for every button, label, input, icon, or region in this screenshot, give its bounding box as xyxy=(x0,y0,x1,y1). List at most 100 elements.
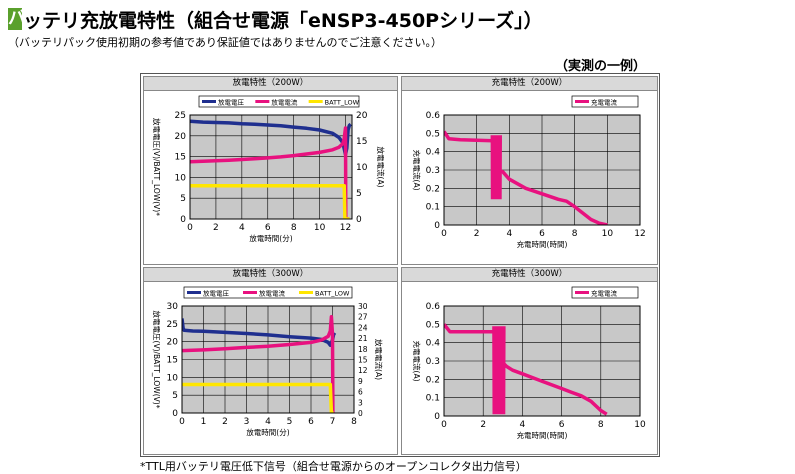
y-tick-label: 30 xyxy=(167,302,179,312)
x-tick-label: 10 xyxy=(634,420,646,430)
footnote: *TTL用バッテリ電圧低下信号（組合せ電源からのオープンコレクタ出力信号） xyxy=(140,460,527,473)
y2-axis-label: 放電電流(A) xyxy=(374,339,384,380)
charts-frame: 放電特性（200W） 0 2 4 6 8 10 12 0 5 10 15 20 25 0 5 10 15 20 放電… xyxy=(140,73,660,457)
series-line-legend-batt-low xyxy=(182,382,334,413)
legend-current: 放電電流 xyxy=(271,98,298,107)
panel-title: 放電特性（200W） xyxy=(144,77,397,91)
y-tick-label: 0.3 xyxy=(426,357,440,367)
y2-tick-label: 15 xyxy=(358,356,368,365)
x-tick-label: 0 xyxy=(187,223,193,233)
legend-batt-low: BATT_LOW xyxy=(315,290,350,298)
y-tick-label: 5 xyxy=(172,391,178,401)
panel-discharge-300w: 放電特性（300W） 0 1 2 3 4 5 6 7 8 0 5 10 15 20 25 30 0 3 6 9 12 15… xyxy=(143,267,398,455)
x-tick-label: 0 xyxy=(441,420,447,430)
series-line-legend-current xyxy=(182,314,335,413)
x-tick-label: 2 xyxy=(222,417,228,427)
y2-tick-label: 10 xyxy=(356,163,368,173)
panel-discharge-200w: 放電特性（200W） 0 2 4 6 8 10 12 0 5 10 15 20 25 0 5 10 15 20 放電… xyxy=(143,76,398,265)
y-tick-label: 0.4 xyxy=(426,339,441,349)
title-text: ッテリ充放電特性（組合せ電源「eNSP3-450Pシリーズ」） xyxy=(23,9,543,32)
y-tick-label: 0 xyxy=(180,215,186,225)
legend-box xyxy=(183,286,353,299)
series-line-legend-charge-current xyxy=(444,130,608,225)
x-tick-label: 2 xyxy=(480,420,486,430)
y-tick-label: 15 xyxy=(167,356,178,366)
panel-title: 充電特性（200W） xyxy=(402,77,657,91)
legend-batt-low: BATT_LOW xyxy=(325,99,360,107)
x-tick-label: 8 xyxy=(351,417,357,427)
y-axis-label: 充電電流(A) xyxy=(412,150,422,191)
x-tick-label: 6 xyxy=(308,417,314,427)
y-tick-label: 0 xyxy=(434,221,440,231)
series-noise-band xyxy=(492,326,506,415)
x-axis-label: 放電時間(分) xyxy=(249,233,292,243)
panel-charge-300w: 充電特性（300W） 0 2 4 6 8 10 0 0.1 0.2 0.3 0.4 0.5 0.6 充電時… xyxy=(401,267,658,455)
x-axis-label: 充電時間(時間) xyxy=(517,239,568,249)
y2-tick-label: 3 xyxy=(358,398,363,407)
chart-charge-300w: 0 2 4 6 8 10 0 0.1 0.2 0.3 0.4 0.5 0.6 充電時間(時間) 充電電流(A… xyxy=(412,286,646,440)
y2-tick-label: 0 xyxy=(358,409,363,418)
y2-tick-label: 18 xyxy=(358,345,368,354)
y2-tick-label: 24 xyxy=(358,323,368,332)
y2-axis-label: 放電電流(A) xyxy=(376,147,386,188)
chart-discharge-300w: 0 1 2 3 4 5 6 7 8051015202530036912151821242730放… xyxy=(152,286,384,437)
legend-charge-current: 充電電流 xyxy=(591,289,618,298)
series-line-legend-batt-low xyxy=(190,183,350,219)
series-line-legend-charge-current xyxy=(444,323,608,416)
series-line-legend-current xyxy=(190,126,350,219)
y-tick-label: 0 xyxy=(172,409,178,419)
x-axis-label: 放電時間(分) xyxy=(246,427,289,437)
x-tick-label: 12 xyxy=(634,229,645,239)
y-tick-label: 0.6 xyxy=(426,111,441,121)
y-tick-label: 20 xyxy=(167,338,179,348)
x-tick-label: 4 xyxy=(506,229,512,239)
legend-charge-current: 充電電流 xyxy=(591,98,618,107)
x-tick-label: 4 xyxy=(265,417,271,427)
y-tick-label: 5 xyxy=(180,194,186,204)
panel-title: 放電特性（300W） xyxy=(144,268,397,282)
plot-border xyxy=(443,305,641,417)
legend-box xyxy=(571,286,639,299)
x-tick-label: 3 xyxy=(244,417,250,427)
y2-tick-label: 0 xyxy=(356,215,362,225)
data-layer xyxy=(190,119,352,219)
x-tick-label: 5 xyxy=(287,417,293,427)
y-tick-label: 0.5 xyxy=(426,129,440,139)
chart-charge-200w: 0 2 4 6 8 10 12 0 0.1 0.2 0.3 0.4 0.5 0.6 充電時間(時間) 充電電流… xyxy=(412,95,646,249)
y2-tick-label: 30 xyxy=(358,302,368,311)
y-tick-label: 0.1 xyxy=(426,394,440,404)
y2-tick-label: 20 xyxy=(356,111,368,121)
y-tick-label: 25 xyxy=(175,111,186,121)
y-tick-label: 0.3 xyxy=(426,166,440,176)
y2-tick-label: 27 xyxy=(358,313,368,322)
x-tick-label: 10 xyxy=(314,223,326,233)
x-tick-label: 6 xyxy=(559,420,565,430)
data-layer xyxy=(444,130,608,225)
panel-charge-200w: 充電特性（200W） 0 2 4 6 8 10 12 0 0.1 0.2 0.3 0.4 0.5 0.6 充… xyxy=(401,76,658,265)
y-axis-label: 放電電圧(V)/BATT_LOW(V)* xyxy=(152,311,162,409)
chart-discharge-200w: 0 2 4 6 8 10 12 0 5 10 15 20 25 0 5 10 15 20 放電時間(分) 放電電圧(V… xyxy=(152,95,386,243)
y-tick-label: 0.4 xyxy=(426,148,441,158)
x-tick-label: 7 xyxy=(330,417,336,427)
y2-tick-label: 21 xyxy=(358,334,368,343)
y2-tick-label: 6 xyxy=(358,388,363,397)
y-tick-label: 25 xyxy=(167,320,178,330)
panel-title: 充電特性（300W） xyxy=(402,268,657,282)
y2-tick-label: 5 xyxy=(356,189,362,199)
x-tick-label: 4 xyxy=(520,420,526,430)
y-tick-label: 0.2 xyxy=(426,184,440,194)
x-tick-label: 6 xyxy=(539,229,545,239)
y2-tick-label: 15 xyxy=(356,137,367,147)
x-tick-label: 6 xyxy=(265,223,271,233)
y2-tick-label: 9 xyxy=(358,377,363,386)
x-tick-label: 1 xyxy=(201,417,207,427)
x-axis-label: 充電時間(時間) xyxy=(517,430,568,440)
x-tick-label: 0 xyxy=(441,229,447,239)
y-tick-label: 0.5 xyxy=(426,320,440,330)
y2-tick-label: 12 xyxy=(358,366,368,375)
y-tick-label: 10 xyxy=(175,173,187,183)
data-layer xyxy=(444,323,608,416)
legend-voltage: 放電電圧 xyxy=(203,289,230,298)
data-layer xyxy=(182,314,337,413)
legend-current: 放電電流 xyxy=(259,289,286,298)
